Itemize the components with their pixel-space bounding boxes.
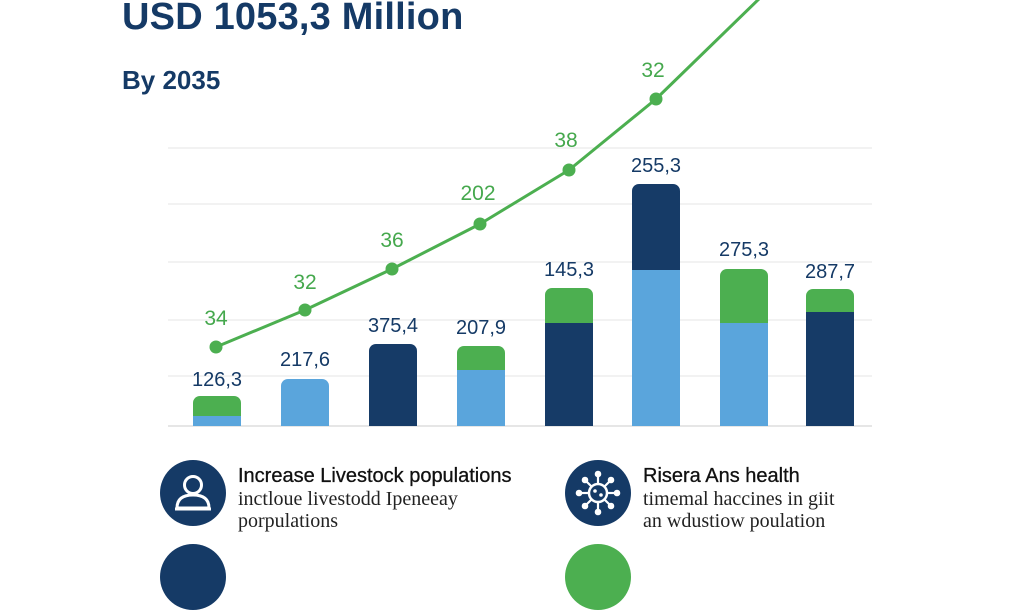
subheadline: By 2035 [122, 65, 221, 95]
bar-value-label: 145,3 [544, 259, 594, 281]
line-value-label: 38 [554, 129, 577, 152]
farmer-icon [160, 460, 226, 526]
bar [545, 288, 593, 426]
driver-desc-line2: porpulations [238, 510, 338, 532]
line-point [385, 262, 399, 276]
bar [720, 269, 768, 426]
driver-desc-line1: timemal haccines in giit [643, 488, 835, 510]
bar-value-label: 207,9 [456, 317, 506, 339]
bar [369, 344, 417, 426]
bar-segment [457, 370, 505, 426]
bar-segment [193, 416, 241, 426]
driver-title: Increase Livestock populations [238, 465, 512, 487]
line-value-label: 36 [380, 229, 403, 252]
bar [632, 184, 680, 426]
bar [457, 346, 505, 426]
bar-segment [281, 379, 329, 426]
line-value-label: 32 [293, 271, 316, 294]
bar-segment [545, 288, 593, 323]
bar-segment [632, 184, 680, 270]
partial-icon-circle [565, 544, 631, 610]
bar-segment [632, 270, 680, 426]
bar-segment [720, 323, 768, 426]
line-value-label: 34 [204, 307, 228, 330]
bar-segment [545, 323, 593, 426]
line-point [562, 163, 576, 177]
line-point [298, 303, 312, 317]
driver-desc-line2: an wdustiow poulation [643, 510, 826, 532]
line-value-label: 202 [460, 182, 495, 205]
bar [193, 396, 241, 426]
line-value-label: 32 [641, 59, 664, 82]
bar-value-label: 375,4 [368, 315, 418, 337]
bar-value-label: 126,3 [192, 369, 242, 391]
line-point [649, 92, 663, 106]
virus-icon [565, 460, 631, 526]
headline: USD 1053,3 Million [122, 0, 464, 38]
bar [806, 289, 854, 426]
bar-segment [720, 269, 768, 323]
bar [281, 379, 329, 426]
chart: 126,3 217,6 375,4 207,9 145,3 255,3 275,3 287,7… [168, 0, 872, 427]
bar-segment [457, 346, 505, 370]
bar-value-label: 287,7 [805, 261, 855, 283]
bar-value-label: 217,6 [280, 349, 330, 371]
bar-segment [193, 396, 241, 416]
bar-value-label: 255,3 [631, 155, 681, 177]
driver-title: Risera Ans health [643, 465, 800, 487]
bar-value-label: 275,3 [719, 239, 769, 261]
partial-icon-circle [160, 544, 226, 610]
line-point [209, 340, 223, 354]
line-point [473, 217, 487, 231]
driver-desc-line1: inctloue livestodd Ipeneeay [238, 488, 458, 510]
bar-segment [369, 344, 417, 426]
bar-segment [806, 289, 854, 312]
bar-segment [806, 312, 854, 426]
